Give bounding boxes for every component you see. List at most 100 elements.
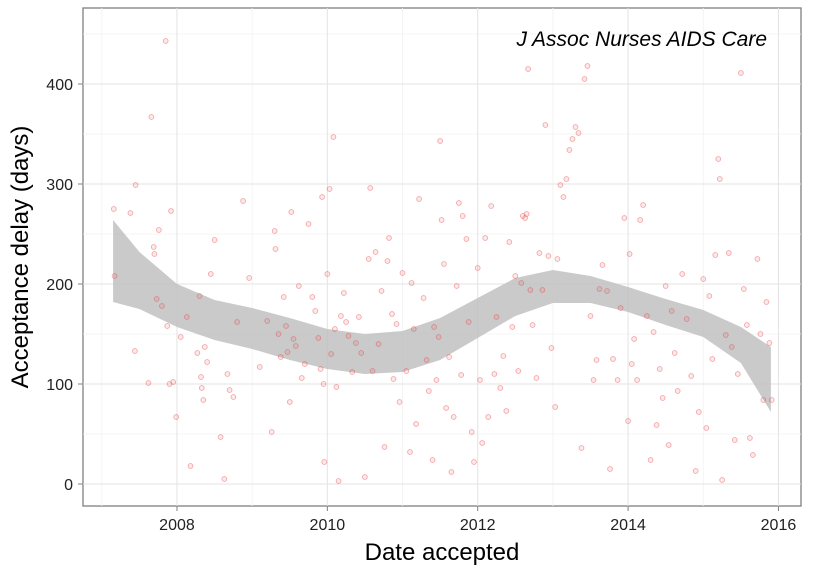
data-point — [523, 211, 530, 217]
data-point — [271, 228, 278, 234]
data-point — [317, 366, 324, 372]
data-point — [343, 319, 349, 325]
data-point — [443, 405, 449, 411]
data-point — [563, 176, 570, 182]
confidence-band — [113, 220, 771, 412]
data-point — [410, 326, 417, 332]
data-point — [626, 251, 633, 257]
data-point — [420, 295, 427, 301]
data-point — [650, 329, 657, 335]
data-point — [173, 414, 180, 420]
data-point — [423, 357, 430, 363]
data-point — [280, 294, 287, 300]
data-point — [656, 366, 663, 372]
data-point — [471, 459, 477, 465]
data-point — [338, 313, 344, 319]
data-point — [386, 235, 392, 241]
data-point — [288, 209, 295, 215]
y-tick-label: 100 — [46, 377, 73, 394]
data-point — [741, 286, 747, 292]
x-tick-label: 2008 — [159, 517, 195, 534]
data-point — [435, 334, 442, 340]
data-point — [575, 130, 582, 136]
data-point — [378, 288, 385, 294]
x-tick-label: 2010 — [310, 517, 346, 534]
data-point — [275, 331, 282, 337]
data-point — [162, 38, 169, 44]
data-point — [369, 368, 376, 374]
data-point — [332, 326, 338, 332]
data-point — [333, 384, 340, 390]
data-point — [201, 344, 208, 350]
data-point — [437, 138, 443, 144]
journal-annotation: J Assoc Nurses AIDS Care — [515, 28, 767, 51]
data-point — [390, 376, 397, 382]
data-point — [738, 70, 744, 76]
data-point — [671, 350, 678, 356]
x-axis-ticks: 2008 2010 2012 2014 2016 — [159, 506, 796, 534]
data-point — [268, 429, 275, 435]
data-point — [569, 136, 576, 142]
data-point — [365, 256, 372, 262]
data-point — [763, 299, 770, 305]
data-point — [358, 350, 365, 356]
data-point — [522, 215, 528, 221]
data-point — [662, 283, 669, 289]
data-point — [459, 213, 466, 219]
data-point — [446, 354, 452, 360]
data-point — [468, 429, 475, 435]
data-point — [766, 340, 773, 346]
data-point — [617, 305, 624, 311]
data-point — [177, 334, 184, 340]
data-point — [503, 408, 510, 414]
x-axis-title: Date accepted — [365, 539, 520, 566]
data-point — [381, 444, 388, 450]
data-point — [757, 331, 764, 337]
smooth-band — [113, 220, 771, 412]
data-point — [596, 286, 603, 292]
data-point — [156, 227, 162, 233]
data-point — [716, 176, 723, 182]
data-point — [512, 273, 519, 279]
data-point — [301, 361, 308, 367]
data-point — [196, 293, 203, 299]
data-point — [240, 198, 246, 204]
data-point — [578, 445, 585, 451]
data-point — [264, 318, 271, 324]
data-point — [198, 385, 205, 391]
data-point — [298, 375, 305, 381]
data-point — [221, 476, 228, 482]
major-gridlines — [83, 8, 801, 506]
data-point — [731, 437, 738, 443]
data-point — [345, 333, 352, 339]
data-point — [634, 377, 640, 383]
data-point — [292, 343, 299, 349]
x-tick-label: 2016 — [761, 517, 797, 534]
data-point — [290, 336, 297, 342]
data-point — [536, 250, 543, 256]
y-axis-title: Acceptance delay (days) — [7, 126, 34, 389]
data-point — [448, 469, 455, 475]
data-point — [207, 271, 214, 277]
data-point — [441, 261, 447, 267]
data-point — [384, 258, 391, 264]
data-point — [277, 354, 284, 360]
data-point — [284, 349, 291, 355]
data-point — [488, 203, 495, 209]
data-point — [587, 313, 594, 319]
data-point — [719, 477, 725, 483]
data-point — [709, 356, 716, 362]
data-point — [695, 409, 702, 415]
data-point — [647, 457, 654, 463]
data-point — [458, 372, 465, 378]
data-point — [465, 319, 472, 325]
data-point — [187, 463, 194, 469]
data-point — [518, 280, 525, 286]
data-point — [433, 377, 440, 383]
data-point — [150, 244, 157, 250]
data-point — [614, 377, 621, 383]
data-point — [744, 322, 750, 328]
data-point — [200, 397, 207, 403]
data-point — [320, 381, 327, 387]
data-point — [407, 449, 413, 455]
